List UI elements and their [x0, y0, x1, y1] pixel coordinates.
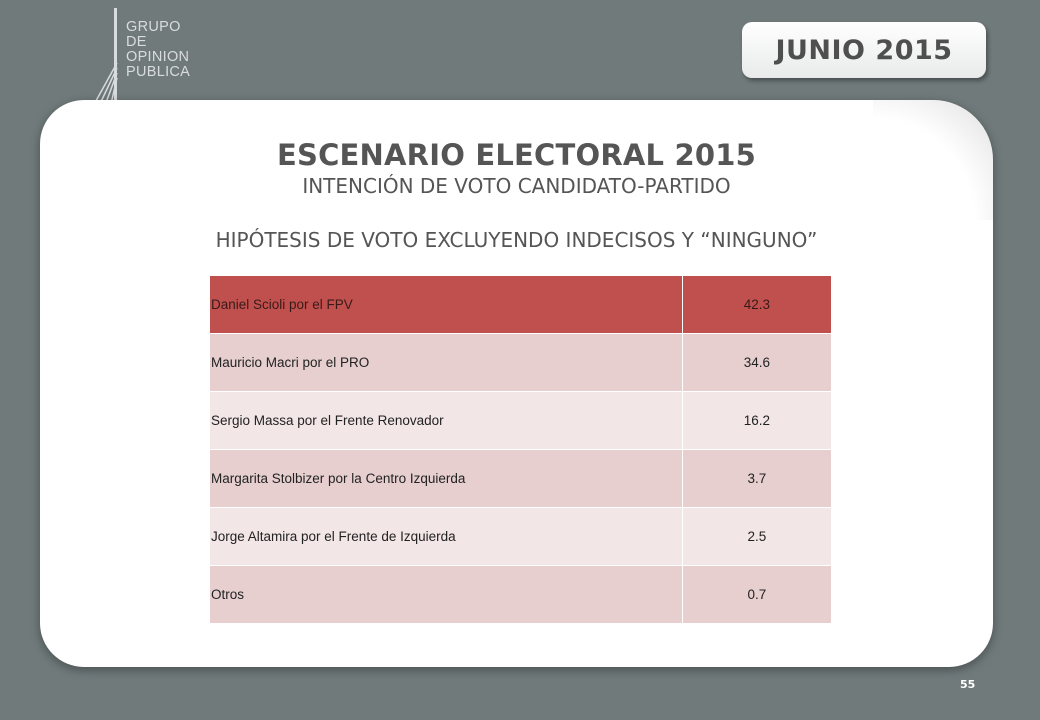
candidate-name: Sergio Massa por el Frente Renovador: [210, 391, 683, 450]
vote-percentage: 42.3: [682, 276, 833, 334]
vote-percentage: 16.2: [682, 391, 833, 450]
candidate-name: Otros: [210, 565, 683, 624]
candidate-name: Daniel Scioli por el FPV: [210, 276, 683, 334]
logo-line: OPINION: [126, 49, 190, 65]
slide-subtitle: INTENCIÓN DE VOTO CANDIDATO-PARTIDO: [302, 174, 731, 198]
page-curl-decoration: [873, 100, 993, 220]
logo-line: GRUPO: [126, 19, 181, 35]
candidate-name: Mauricio Macri por el PRO: [210, 333, 683, 392]
candidate-name: Margarita Stolbizer por la Centro Izquie…: [210, 449, 683, 508]
content-card: ESCENARIO ELECTORAL 2015 INTENCIÓN DE VO…: [40, 100, 993, 667]
logo-line: DE: [126, 34, 147, 50]
slide-title: ESCENARIO ELECTORAL 2015: [276, 138, 757, 172]
vote-intention-table: Daniel Scioli por el FPV 42.3 Mauricio M…: [210, 276, 833, 624]
logo-mark-icon: [91, 8, 118, 108]
vote-percentage: 3.7: [682, 449, 833, 508]
logo-text: GRUPO DE OPINION PUBLICA: [126, 20, 190, 80]
grupo-opinion-publica-logo: GRUPO DE OPINION PUBLICA: [86, 8, 216, 108]
table-row: Margarita Stolbizer por la Centro Izquie…: [210, 449, 833, 508]
vote-percentage: 34.6: [682, 333, 833, 392]
table-row: Jorge Altamira por el Frente de Izquierd…: [210, 507, 833, 566]
hypothesis-heading: HIPÓTESIS DE VOTO EXCLUYENDO INDECISOS Y…: [215, 228, 818, 252]
date-badge: JUNIO 2015: [742, 22, 986, 78]
vote-percentage: 0.7: [682, 565, 833, 624]
table-row: Sergio Massa por el Frente Renovador 16.…: [210, 391, 833, 450]
table-row: Daniel Scioli por el FPV 42.3: [210, 276, 833, 334]
date-label: JUNIO 2015: [775, 34, 953, 66]
page-number: 55: [960, 678, 976, 691]
table-row: Otros 0.7: [210, 565, 833, 624]
vote-percentage: 2.5: [682, 507, 833, 566]
logo-line: PUBLICA: [126, 64, 191, 80]
table-row: Mauricio Macri por el PRO 34.6: [210, 333, 833, 392]
candidate-name: Jorge Altamira por el Frente de Izquierd…: [210, 507, 683, 566]
